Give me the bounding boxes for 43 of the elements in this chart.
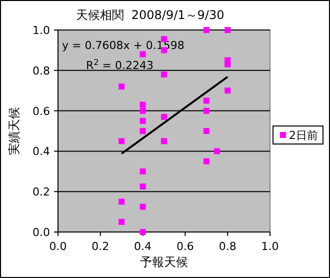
point	[224, 88, 231, 94]
point	[224, 61, 231, 68]
x-tick-label: 0.8	[218, 240, 236, 253]
x-tick-label: 0.0	[49, 240, 67, 253]
x-tick-label: 0.4	[134, 240, 152, 253]
y-tick-label: 0.8	[32, 64, 50, 78]
y-tick-label: 0.0	[32, 226, 50, 239]
point	[203, 158, 210, 164]
point	[118, 138, 125, 144]
point	[203, 98, 210, 104]
point	[140, 168, 146, 174]
chart-title: 天候相関 2008/9/1～9/30	[76, 8, 224, 22]
x-tick-label: 1.0	[261, 240, 279, 253]
point	[140, 102, 146, 108]
point	[161, 71, 167, 78]
point	[118, 218, 125, 225]
point	[224, 27, 231, 33]
y-tick-label: 0.6	[32, 104, 50, 118]
y-tick-label: 0.2	[32, 186, 50, 199]
x-tick-label: 0.2	[92, 240, 110, 253]
annotation: R$^{2}$ = 0.2243	[86, 58, 154, 72]
point	[140, 51, 146, 58]
point	[203, 108, 210, 114]
x-axis-title: 予報天候	[140, 255, 188, 269]
point	[118, 84, 125, 90]
point	[140, 118, 146, 124]
point	[118, 198, 125, 205]
point	[203, 27, 210, 33]
point	[140, 204, 146, 210]
x-tick-label: 0.6	[176, 240, 194, 253]
point	[161, 114, 167, 120]
y-tick-label: 1.0	[32, 24, 50, 37]
point	[140, 128, 146, 134]
point	[140, 229, 146, 235]
y-axis-title: 実績天候	[7, 107, 21, 155]
point	[203, 128, 210, 134]
point	[214, 148, 220, 154]
legend-label: 2日前	[289, 129, 318, 142]
y-tick-label: 0.4	[32, 145, 50, 158]
legend: 2日前	[272, 126, 324, 144]
point	[161, 138, 167, 144]
point	[140, 184, 146, 190]
point	[140, 108, 146, 114]
